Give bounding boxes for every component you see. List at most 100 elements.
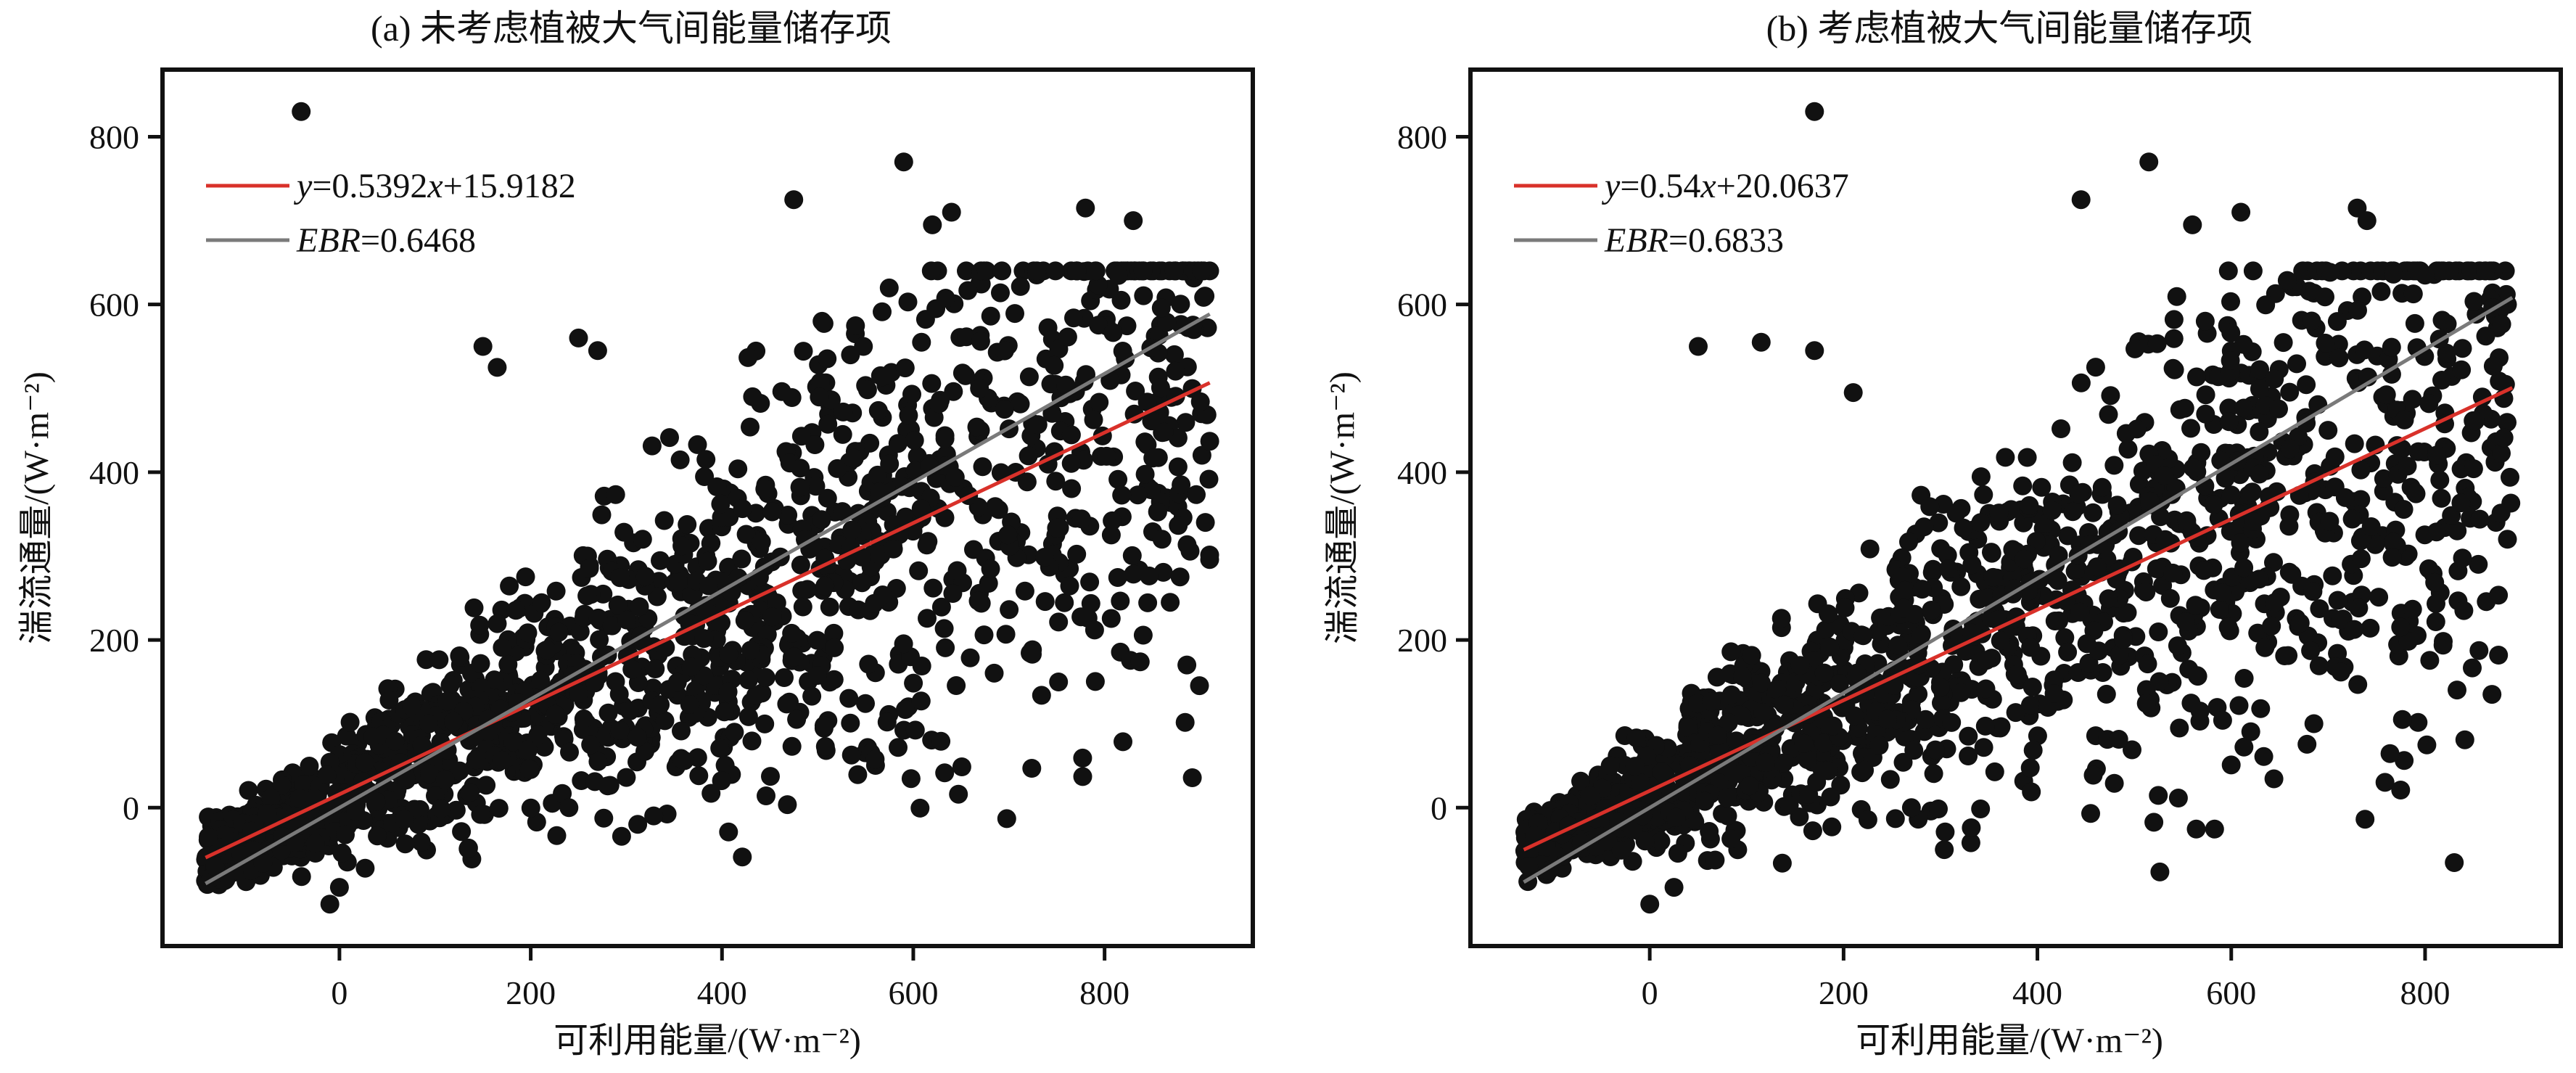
scatter-point <box>2081 804 2100 823</box>
scatter-point <box>1140 566 1159 585</box>
scatter-point <box>921 261 941 281</box>
scatter-point <box>355 858 375 878</box>
scatter-point <box>852 573 872 593</box>
scatter-point <box>2290 613 2310 633</box>
scatter-point <box>2357 211 2377 231</box>
scatter-point <box>531 670 551 690</box>
legend: y=0.54x+20.0637 EBR=0.6833 <box>1514 167 1849 260</box>
scatter-point <box>2150 862 2170 881</box>
scatter-point <box>1081 593 1100 613</box>
scatter-point <box>402 696 421 715</box>
scatter-point <box>1023 644 1042 664</box>
regression-lines <box>205 312 1211 886</box>
scatter-point <box>935 508 955 527</box>
scatter-point <box>971 332 990 351</box>
scatter-point <box>2083 503 2103 522</box>
scatter-point <box>859 654 878 674</box>
scatter-point <box>868 465 887 485</box>
scatter-point <box>712 771 731 791</box>
scatter-point <box>487 614 507 633</box>
scatter-point <box>898 292 918 312</box>
scatter-point <box>1111 591 1130 611</box>
scatter-point <box>2349 599 2369 618</box>
scatter-point <box>2163 563 2183 583</box>
scatter-point <box>336 825 355 844</box>
scatter-point <box>606 672 625 691</box>
scatter-point <box>958 281 978 300</box>
scatter-point <box>1600 756 1620 776</box>
scatter-point <box>2070 602 2090 622</box>
scatter-point <box>1114 732 1132 752</box>
scatter-point <box>715 702 734 722</box>
scatter-point <box>2297 734 2317 754</box>
scatter-point <box>1727 731 1746 751</box>
scatter-point <box>2394 500 2414 519</box>
scatter-point <box>815 576 835 596</box>
scatter-point <box>1019 367 1039 387</box>
scatter-point <box>2086 358 2105 377</box>
scatter-point <box>762 607 782 627</box>
scatter-point <box>630 597 649 617</box>
scatter-point <box>1019 446 1038 466</box>
scatter-point <box>590 630 609 649</box>
scatter-point <box>1830 674 1849 694</box>
scatter-point <box>258 804 277 823</box>
y-tick-label: 800 <box>1397 118 1447 155</box>
scatter-point <box>292 102 311 121</box>
scatter-point <box>627 728 647 747</box>
scatter-point <box>791 555 810 575</box>
scatter-point <box>935 429 955 448</box>
scatter-point <box>2215 469 2235 488</box>
scatter-point <box>976 261 996 281</box>
scatter-point <box>1925 740 1945 760</box>
scatter-point <box>1196 287 1215 306</box>
scatter-point <box>667 673 687 692</box>
scatter-point <box>2127 419 2147 439</box>
scatter-point <box>2155 466 2174 485</box>
scatter-point <box>1798 750 1817 770</box>
scatter-point <box>2398 631 2418 651</box>
scatter-point <box>1108 568 1127 587</box>
scatter-point <box>1847 663 1867 683</box>
scatter-point <box>506 601 526 620</box>
scatter-point <box>715 755 735 775</box>
scatter-point <box>1032 686 1051 705</box>
scatter-point <box>2234 737 2254 757</box>
scatter-point <box>489 799 509 818</box>
scatter-point <box>1904 741 1924 760</box>
scatter-point <box>2361 618 2380 638</box>
scatter-point <box>1751 332 1771 352</box>
scatter-point <box>2071 373 2091 392</box>
scatter-point <box>2183 215 2202 234</box>
scatter-point <box>947 676 966 695</box>
scatter-point <box>848 765 868 784</box>
scatter-point <box>1689 337 1708 356</box>
scatter-point <box>2020 758 2040 778</box>
scatter-point <box>1942 712 1962 732</box>
scatter-point <box>2255 638 2275 657</box>
scatter-point <box>1182 768 1202 787</box>
scatter-point <box>2297 375 2316 395</box>
scatter-point <box>1097 446 1116 466</box>
scatter-point <box>2369 588 2389 607</box>
scatter-point <box>2265 369 2284 389</box>
scatter-point <box>2123 740 2141 760</box>
scatter-point <box>2234 398 2254 418</box>
regression-fit-line <box>205 381 1211 860</box>
scatter-point <box>2408 712 2428 732</box>
scatter-point <box>580 559 599 578</box>
scatter-point <box>1705 850 1725 870</box>
scatter-point <box>2498 413 2517 432</box>
scatter-point <box>569 684 588 704</box>
scatter-point <box>528 725 548 744</box>
scatter-point <box>2302 311 2321 331</box>
scatter-point <box>2177 511 2197 530</box>
scatter-point <box>464 598 484 617</box>
scatter-point <box>1805 341 1824 361</box>
scatter-point <box>2144 813 2164 832</box>
scatter-point <box>1058 327 1077 347</box>
scatter-point <box>2147 559 2166 578</box>
scatter-point <box>651 695 670 715</box>
scatter-point <box>2049 611 2068 630</box>
scatter-point <box>1176 413 1196 432</box>
